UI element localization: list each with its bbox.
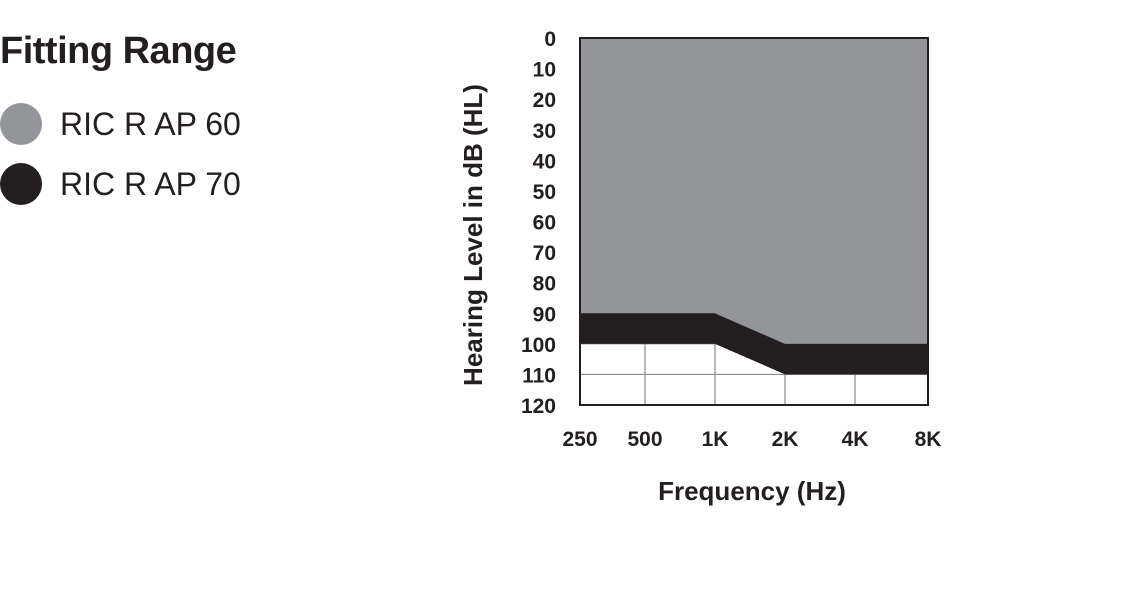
legend-swatch-gray	[0, 103, 42, 145]
y-tick-label: 80	[533, 273, 556, 296]
y-tick-label: 100	[521, 334, 556, 357]
y-tick-label: 10	[533, 59, 556, 82]
y-tick-label: 90	[533, 303, 556, 326]
x-tick-label: 250	[562, 428, 597, 451]
chart-title: Fitting Range	[0, 30, 237, 72]
x-tick-label: 4K	[842, 428, 869, 451]
y-tick-label: 40	[533, 150, 556, 173]
legend-label: RIC R AP 70	[60, 165, 241, 202]
x-tick-label: 500	[627, 428, 662, 451]
plot-border	[579, 37, 929, 406]
y-axis-label: Hearing Level in dB (HL)	[458, 84, 488, 386]
x-tick-label: 1K	[702, 428, 729, 451]
x-tick-label: 8K	[915, 428, 942, 451]
fitting-range-ap70	[580, 313, 928, 375]
y-tick-label: 20	[533, 89, 556, 112]
fitting-range-ap60	[580, 38, 928, 344]
legend-label: RIC R AP 60	[60, 105, 241, 142]
y-tick-label: 110	[522, 364, 556, 387]
y-tick-label: 70	[533, 242, 556, 265]
y-tick-label: 50	[533, 181, 556, 204]
y-tick-label: 60	[533, 212, 556, 235]
y-tick-label: 30	[533, 120, 556, 143]
legend-item-ap70: RIC R AP 70	[0, 163, 241, 205]
legend-item-ap60: RIC R AP 60	[0, 103, 241, 145]
x-axis-label: Frequency (Hz)	[658, 476, 846, 506]
x-tick-label: 2K	[772, 428, 799, 451]
y-tick-label: 0	[544, 28, 556, 51]
legend-swatch-black	[0, 163, 42, 205]
y-tick-label: 120	[521, 395, 556, 418]
